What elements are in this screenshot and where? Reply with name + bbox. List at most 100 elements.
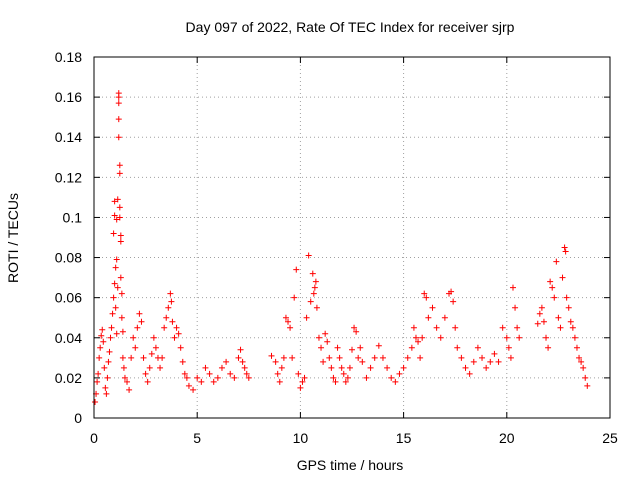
data-point (183, 374, 190, 381)
data-point (297, 384, 304, 391)
data-point (351, 324, 358, 331)
data-point (534, 320, 541, 327)
data-point (128, 354, 135, 361)
data-point (223, 358, 230, 365)
data-point (514, 324, 521, 331)
data-point (412, 334, 419, 341)
data-point (190, 386, 197, 393)
data-point (206, 370, 213, 377)
data-point (293, 266, 300, 273)
data-point (565, 304, 572, 311)
y-tick-label: 0.14 (55, 129, 82, 145)
data-point (569, 324, 576, 331)
y-tick-label: 0 (74, 410, 82, 426)
data-point (340, 370, 347, 377)
data-point (324, 338, 331, 345)
data-point (138, 318, 145, 325)
data-point (121, 374, 128, 381)
data-point (561, 244, 568, 251)
data-point (547, 278, 554, 285)
x-tick-label: 25 (602, 430, 618, 446)
data-point (307, 298, 314, 305)
data-point (551, 294, 558, 301)
data-point (392, 378, 399, 385)
data-point (540, 318, 547, 325)
data-point (92, 398, 99, 405)
data-point (119, 328, 126, 335)
data-layer (92, 90, 591, 405)
data-point (503, 334, 510, 341)
data-point (175, 330, 182, 337)
data-point (470, 358, 477, 365)
data-point (423, 294, 430, 301)
data-point (479, 354, 486, 361)
x-tick-label: 0 (90, 430, 98, 446)
data-point (115, 90, 122, 97)
data-point (119, 354, 126, 361)
data-point (239, 358, 246, 365)
data-point (97, 344, 104, 351)
data-point (181, 370, 188, 377)
data-point (495, 358, 502, 365)
data-point (99, 326, 106, 333)
data-point (268, 352, 275, 359)
data-point (344, 374, 351, 381)
data-point (194, 374, 201, 381)
data-point (118, 314, 125, 321)
data-point (177, 344, 184, 351)
data-point (563, 294, 570, 301)
data-point (549, 284, 556, 291)
data-point (120, 364, 127, 371)
y-tick-label: 0.1 (63, 209, 83, 225)
data-point (282, 314, 289, 321)
data-point (334, 344, 341, 351)
data-point (326, 354, 333, 361)
data-point (538, 304, 545, 311)
data-point (388, 374, 395, 381)
data-point (116, 162, 123, 169)
y-tick-label: 0.16 (55, 89, 82, 105)
data-point (543, 334, 550, 341)
data-point (576, 354, 583, 361)
data-point (169, 318, 176, 325)
data-point (109, 310, 116, 317)
data-point (165, 304, 172, 311)
data-point (371, 354, 378, 361)
data-point (241, 364, 248, 371)
data-point (214, 374, 221, 381)
data-point (437, 334, 444, 341)
data-point (359, 358, 366, 365)
data-point (536, 310, 543, 317)
data-point (289, 354, 296, 361)
data-point (462, 364, 469, 371)
data-point (584, 382, 591, 389)
data-point (433, 324, 440, 331)
data-point (243, 370, 250, 377)
data-point (474, 344, 481, 351)
data-point (179, 358, 186, 365)
data-point (346, 364, 353, 371)
data-point (375, 342, 382, 349)
data-point (421, 290, 428, 297)
data-point (159, 354, 166, 361)
data-point (425, 314, 432, 321)
data-point (280, 354, 287, 361)
x-tick-label: 15 (396, 430, 412, 446)
data-point (113, 216, 120, 223)
data-point (582, 374, 589, 381)
data-point (450, 298, 457, 305)
y-tick-label: 0.08 (55, 250, 82, 266)
y-axis-label: ROTI / TECUs (5, 193, 21, 283)
data-point (124, 378, 131, 385)
y-tick-label: 0.18 (55, 49, 82, 65)
data-point (140, 354, 147, 361)
data-point (144, 378, 151, 385)
data-point (415, 338, 422, 345)
data-point (318, 344, 325, 351)
data-point (338, 364, 345, 371)
data-point (98, 332, 105, 339)
y-tick-label: 0.04 (55, 330, 82, 346)
data-point (553, 258, 560, 265)
data-point (276, 378, 283, 385)
x-tick-label: 20 (499, 430, 515, 446)
